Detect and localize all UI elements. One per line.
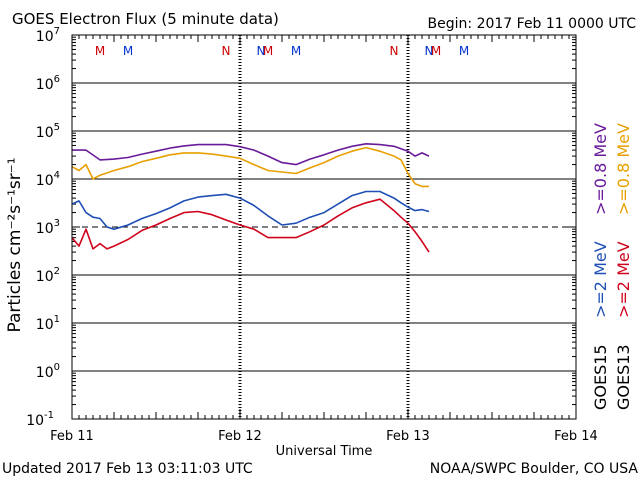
legend: >=0.8 MeV >=0.8 MeV >=2 MeV>=2 MeV GOES15 G… xyxy=(591,123,633,410)
series-lines xyxy=(71,143,430,253)
legend-entry-2: >=2 MeV xyxy=(591,241,610,318)
mn-marker: M xyxy=(123,44,133,58)
x-axis-label: Universal Time xyxy=(276,444,373,459)
legend-satellite-1: GOES13 xyxy=(614,344,633,410)
chart-title: GOES Electron Flux (5 minute data) xyxy=(12,10,279,28)
plot-frame xyxy=(71,34,577,420)
legend-entry-high-energy-0: >=0.8 MeV xyxy=(591,123,610,215)
y-tick-label: 104 xyxy=(36,170,60,189)
updated-timestamp: Updated 2017 Feb 13 03:11:03 UTC xyxy=(2,461,253,477)
y-tick-label: 107 xyxy=(36,26,60,45)
y-tick-label: 10-1 xyxy=(26,410,54,429)
y-tick-label: 100 xyxy=(36,362,60,381)
y-tick-labels: 107 106 105 104 103 102 101 100 10-1 xyxy=(26,26,60,429)
mn-markers: M M N NM M N NM M xyxy=(95,44,469,58)
mn-marker: M xyxy=(431,44,441,58)
x-tick-label: Feb 12 xyxy=(218,429,262,444)
legend-entry-3: >=2 MeV xyxy=(614,241,633,318)
legend-satellite-0: GOES15 xyxy=(591,344,610,410)
y-axis-label: Particles cm⁻²s⁻¹sr⁻¹ xyxy=(5,157,25,332)
mn-marker: M xyxy=(291,44,301,58)
series-line-0 xyxy=(72,143,430,166)
mn-marker: M xyxy=(263,44,273,58)
series-line-3 xyxy=(71,198,430,253)
legend-entry-high-energy-1: >=0.8 MeV xyxy=(614,123,633,215)
series-line-2 xyxy=(71,190,430,230)
x-tick-labels: Feb 11 Feb 12 Feb 13 Feb 14 xyxy=(50,429,598,444)
mn-marker: N xyxy=(390,44,399,58)
x-tick-label: Feb 13 xyxy=(386,429,430,444)
grid-lines xyxy=(72,82,576,372)
x-tick-label: Feb 11 xyxy=(50,429,94,444)
mn-marker: N xyxy=(257,44,266,58)
x-tick-label: Feb 14 xyxy=(554,429,598,444)
mn-marker: M xyxy=(95,44,105,58)
y-tick-label: 105 xyxy=(36,122,60,141)
day-boundary-markers xyxy=(238,35,410,419)
mn-marker: M xyxy=(459,44,469,58)
y-tick-label: 106 xyxy=(36,74,60,93)
series-line-1 xyxy=(71,146,429,188)
y-tick-label: 101 xyxy=(36,314,60,333)
mn-marker: N xyxy=(425,44,434,58)
y-tick-label: 103 xyxy=(36,218,60,237)
credit-label: NOAA/SWPC Boulder, CO USA xyxy=(430,461,639,477)
begin-label: Begin: 2017 Feb 11 0000 UTC xyxy=(428,16,637,32)
y-tick-label: 102 xyxy=(36,266,60,285)
mn-marker: N xyxy=(222,44,231,58)
